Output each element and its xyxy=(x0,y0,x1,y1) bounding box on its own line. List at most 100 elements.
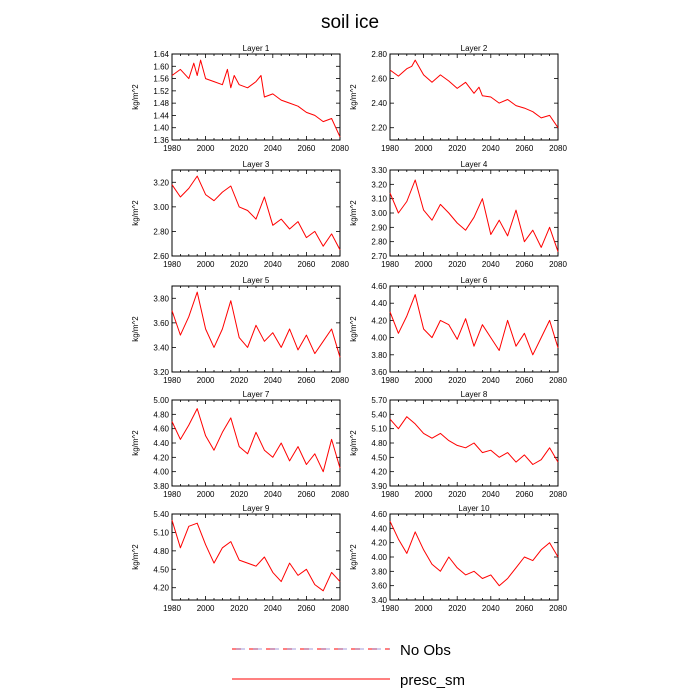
x-tick-label: 2040 xyxy=(482,144,500,153)
series-line-presc-sm xyxy=(389,294,559,356)
y-tick-label: 1.40 xyxy=(153,124,169,133)
y-tick-label: 1.48 xyxy=(153,99,169,108)
y-tick-label: 5.40 xyxy=(371,410,387,419)
plot-frame xyxy=(389,513,559,601)
y-tick-label: 3.10 xyxy=(371,195,387,204)
legend-no-obs-label: No Obs xyxy=(400,642,451,659)
y-tick-label: 3.80 xyxy=(371,351,387,360)
series-line-presc-sm xyxy=(171,291,341,358)
x-tick-label: 2040 xyxy=(482,604,500,613)
y-tick-label: 4.50 xyxy=(153,565,169,574)
series-line-presc-sm xyxy=(389,416,559,465)
panel-title: Layer 5 xyxy=(243,276,270,285)
series-line-presc-sm xyxy=(389,59,559,128)
x-tick-label: 2040 xyxy=(264,604,282,613)
panel-layer-3: Layer 3 1980 2000 2020 2040 2060 2080 2.60 2.80 3… xyxy=(131,160,349,269)
panel-title: Layer 4 xyxy=(461,160,488,169)
y-tick-label: 4.80 xyxy=(153,410,169,419)
y-tick-label: 4.40 xyxy=(371,299,387,308)
x-tick-label: 2020 xyxy=(448,604,466,613)
x-tick-label: 2060 xyxy=(298,144,316,153)
x-tick-label: 2060 xyxy=(298,604,316,613)
plot-frame xyxy=(389,169,559,257)
x-tick-label: 2000 xyxy=(415,260,433,269)
x-tick-label: 2040 xyxy=(264,376,282,385)
y-tick-label: 3.40 xyxy=(371,596,387,605)
y-tick-label: 3.00 xyxy=(371,209,387,218)
plot-frame xyxy=(389,285,559,373)
series-line-presc-sm xyxy=(389,179,559,252)
x-tick-label: 2000 xyxy=(197,376,215,385)
plot-frame xyxy=(171,169,341,257)
y-tick-label: 4.20 xyxy=(153,584,169,593)
x-tick-label: 2020 xyxy=(230,376,248,385)
y-tick-label: 3.80 xyxy=(371,567,387,576)
x-tick-label: 2040 xyxy=(482,260,500,269)
panel-title: Layer 10 xyxy=(458,504,490,513)
x-tick-label: 1980 xyxy=(381,144,399,153)
y-axis-label: kg/m^2 xyxy=(349,200,358,226)
x-tick-label: 2020 xyxy=(448,260,466,269)
x-tick-label: 2040 xyxy=(264,144,282,153)
y-tick-label: 3.20 xyxy=(153,368,169,377)
series-line-presc-sm xyxy=(171,519,341,592)
y-tick-label: 4.20 xyxy=(371,539,387,548)
legend: No Obs presc_sm xyxy=(232,642,465,689)
x-tick-label: 2020 xyxy=(230,260,248,269)
y-axis-label: kg/m^2 xyxy=(131,316,140,342)
y-tick-label: 2.60 xyxy=(153,252,169,261)
plot-frame xyxy=(389,53,559,141)
y-tick-label: 2.80 xyxy=(371,238,387,247)
y-tick-label: 4.40 xyxy=(371,524,387,533)
x-tick-label: 2040 xyxy=(264,260,282,269)
panel-title: Layer 9 xyxy=(243,504,270,513)
y-tick-label: 2.80 xyxy=(153,227,169,236)
figure-title: soil ice xyxy=(321,12,379,33)
y-tick-label: 5.40 xyxy=(153,510,169,519)
y-tick-label: 4.20 xyxy=(153,453,169,462)
y-tick-label: 2.20 xyxy=(371,124,387,133)
x-tick-label: 2080 xyxy=(331,144,349,153)
x-tick-label: 2060 xyxy=(516,376,534,385)
panel-layer-4: Layer 4 1980 2000 2020 2040 2060 2080 2.70 2.80 2… xyxy=(349,160,567,269)
y-tick-label: 4.60 xyxy=(371,282,387,291)
y-tick-label: 3.30 xyxy=(371,166,387,175)
x-tick-label: 1980 xyxy=(163,260,181,269)
x-tick-label: 2080 xyxy=(331,376,349,385)
plot-frame xyxy=(171,513,341,601)
plot-frame xyxy=(171,399,341,487)
series-line-presc-sm xyxy=(171,175,341,251)
x-tick-label: 2060 xyxy=(298,490,316,499)
x-tick-label: 1980 xyxy=(163,144,181,153)
panel-layer-6: Layer 6 1980 2000 2020 2040 2060 2080 3.60 3.80 4… xyxy=(349,276,567,385)
y-tick-label: 3.40 xyxy=(153,343,169,352)
y-tick-label: 1.56 xyxy=(153,75,169,84)
x-tick-label: 2000 xyxy=(197,260,215,269)
x-tick-label: 1980 xyxy=(381,604,399,613)
x-tick-label: 1980 xyxy=(381,490,399,499)
x-tick-label: 1980 xyxy=(163,604,181,613)
y-tick-label: 4.00 xyxy=(371,334,387,343)
x-tick-label: 2080 xyxy=(549,490,567,499)
y-tick-label: 3.80 xyxy=(153,482,169,491)
x-tick-label: 2060 xyxy=(516,260,534,269)
x-tick-label: 2080 xyxy=(549,260,567,269)
panel-title: Layer 3 xyxy=(243,160,270,169)
x-tick-label: 2000 xyxy=(197,604,215,613)
x-tick-label: 2060 xyxy=(516,144,534,153)
x-tick-label: 2020 xyxy=(230,490,248,499)
panels-grid: Layer 1 1980 2000 2020 2040 2060 2080 1.36 1.40 1… xyxy=(131,44,567,613)
x-tick-label: 1980 xyxy=(163,490,181,499)
series-line-presc-sm xyxy=(171,59,341,138)
x-tick-label: 2000 xyxy=(415,144,433,153)
y-axis-label: kg/m^2 xyxy=(131,544,140,570)
y-tick-label: 4.40 xyxy=(153,439,169,448)
x-tick-label: 2060 xyxy=(516,490,534,499)
panel-title: Layer 2 xyxy=(461,44,488,53)
panel-layer-9: Layer 9 1980 2000 2020 2040 2060 2080 4.20 4.50 4… xyxy=(131,504,349,613)
y-tick-label: 4.20 xyxy=(371,316,387,325)
x-tick-label: 2020 xyxy=(448,490,466,499)
x-tick-label: 1980 xyxy=(163,376,181,385)
y-tick-label: 1.44 xyxy=(153,111,169,120)
panel-layer-1: Layer 1 1980 2000 2020 2040 2060 2080 1.36 1.40 1… xyxy=(131,44,349,153)
